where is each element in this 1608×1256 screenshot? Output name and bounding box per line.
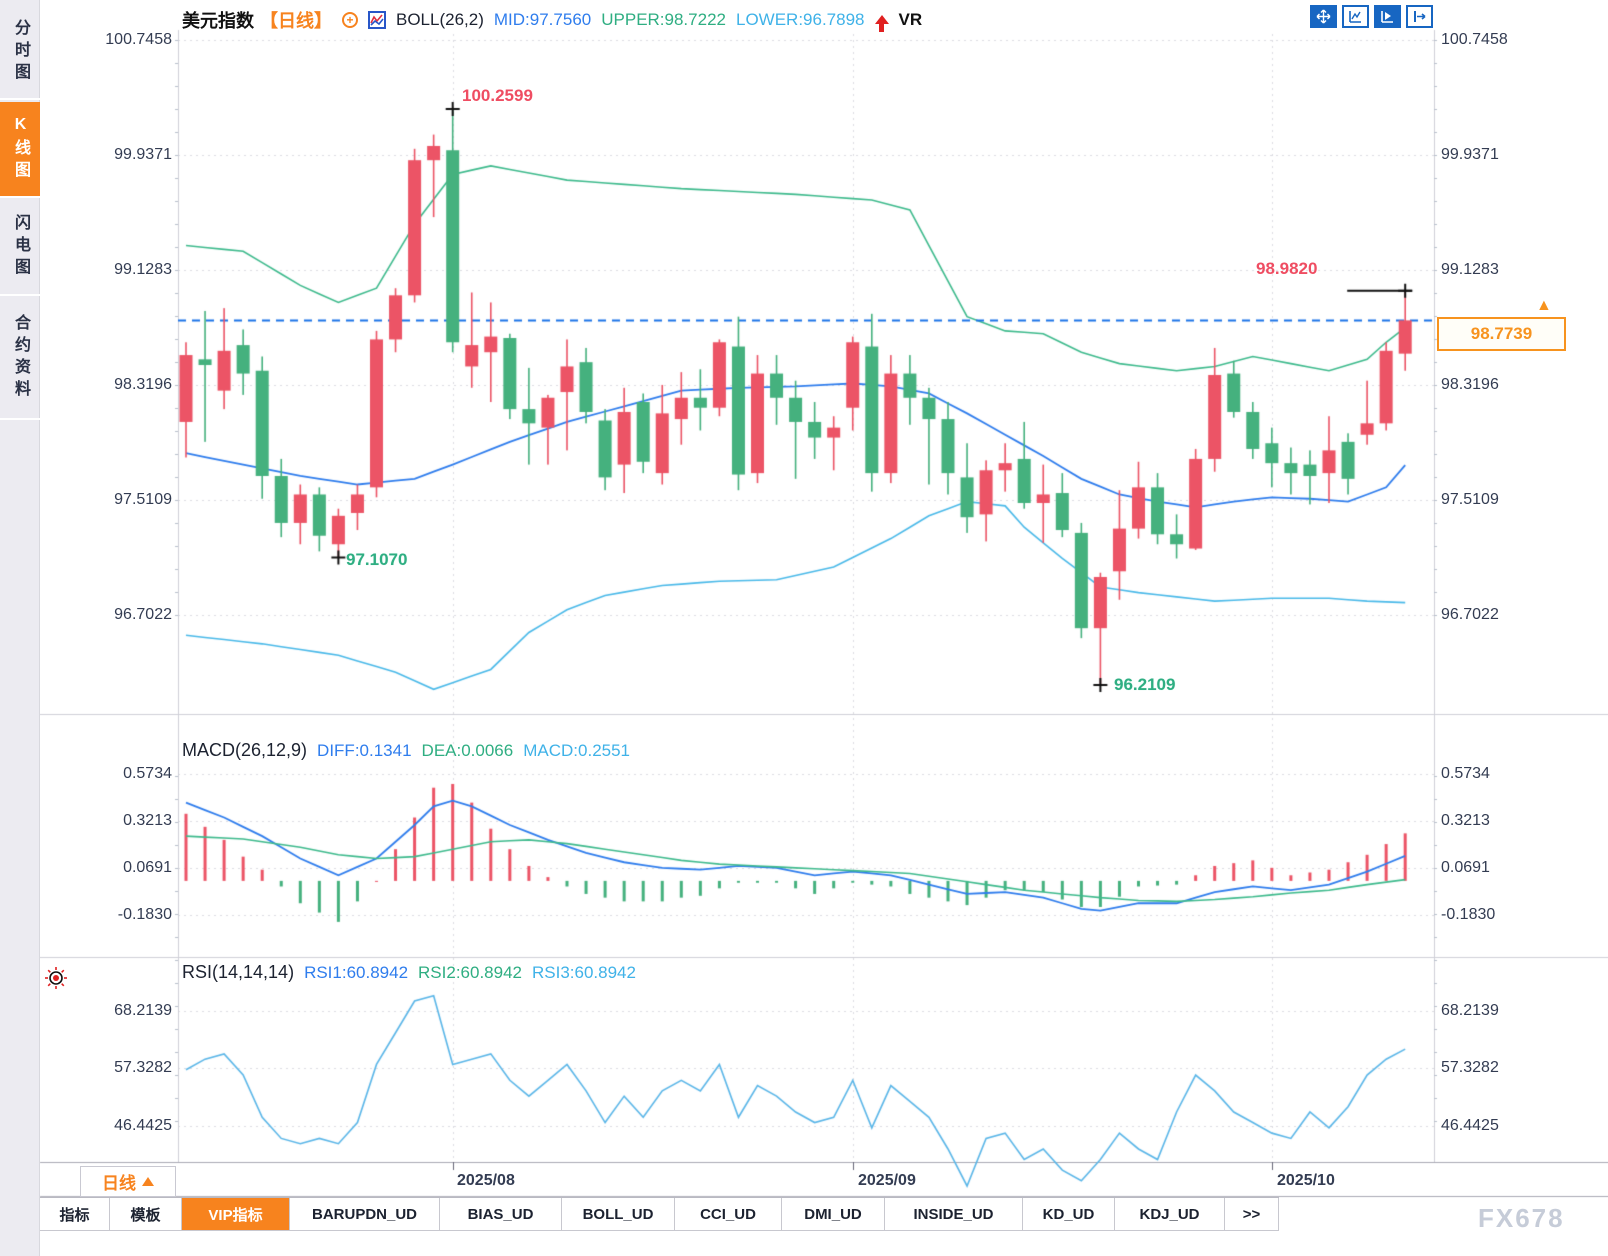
rsi2-value: RSI2:60.8942 [418, 962, 522, 982]
macd-dea-value: DEA:0.0066 [421, 740, 514, 760]
tab-templates[interactable]: 模板 [110, 1198, 182, 1231]
add-indicator-icon[interactable]: + [342, 12, 358, 28]
collapse-right-icon[interactable] [1406, 5, 1433, 28]
rsi-title[interactable]: RSI(14,14,14) [182, 962, 295, 982]
tab-barupdn-ud[interactable]: BARUPDN_UD [290, 1198, 440, 1231]
price-axis-right: 99.1283 [1441, 261, 1499, 278]
alert-sun-icon[interactable] [44, 966, 68, 995]
indicator-tabbar: 指标 模板 VIP指标 BARUPDN_UD BIAS_UD BOLL_UD C… [40, 1197, 1279, 1231]
x-axis-date: 2025/09 [858, 1172, 916, 1189]
left-sidebar: 分时图 K线图 闪电图 合约资料 [0, 0, 40, 1256]
pan-tool-icon[interactable] [1310, 5, 1337, 28]
period-selector-label: 日线 [102, 1174, 136, 1193]
x-axis-date: 2025/10 [1277, 1172, 1335, 1189]
macd-title[interactable]: MACD(26,12,9) [182, 740, 308, 760]
price-axis-left: 99.1283 [114, 261, 172, 278]
price-axis-right: 100.7458 [1441, 31, 1508, 48]
period-label: 【日线】 [260, 11, 332, 31]
boll-upper-value: UPPER:98.7222 [601, 10, 726, 29]
current-price-tag: 98.7739 [1437, 317, 1566, 351]
indicator-name[interactable]: BOLL(26,2) [396, 10, 484, 29]
kline-chart-icon[interactable] [368, 11, 386, 29]
symbol-title: 美元指数 [182, 11, 254, 31]
macd-axis-right: 0.5734 [1441, 765, 1490, 782]
tab-vip-indicators[interactable]: VIP指标 [182, 1198, 290, 1231]
price-axis-right: 96.7022 [1441, 606, 1499, 623]
tab-bias-ud[interactable]: BIAS_UD [440, 1198, 562, 1231]
tab-kdj-ud[interactable]: KDJ_UD [1115, 1198, 1225, 1231]
sidebar-tab-flash[interactable]: 闪电图 [0, 200, 40, 296]
macd-axis-left: 0.3213 [123, 812, 172, 829]
price-axis-right: 97.5109 [1441, 491, 1499, 508]
rsi-axis-left: 68.2139 [114, 1002, 172, 1019]
boll-mid-value: MID:97.7560 [493, 10, 592, 29]
price-axis-left: 99.9371 [114, 146, 172, 163]
annotation-high: 100.2599 [462, 86, 533, 105]
macd-diff-value: DIFF:0.1341 [317, 740, 412, 760]
watermark: FX678 [1478, 1203, 1565, 1233]
rsi-axis-left: 57.3282 [114, 1059, 172, 1076]
macd-axis-right: 0.3213 [1441, 812, 1490, 829]
rsi-axis-right: 46.4425 [1441, 1117, 1499, 1134]
tab-indicators[interactable]: 指标 [40, 1198, 110, 1231]
macd-value: MACD:0.2551 [523, 740, 631, 760]
price-axis-left: 96.7022 [114, 606, 172, 623]
macd-axis-left: -0.1830 [117, 906, 172, 923]
chart-header: 美元指数 【日线】 + BOLL(26,2) MID:97.7560 UPPER… [182, 7, 922, 33]
multi-pane-icon[interactable] [1342, 5, 1369, 28]
annotation-low: 96.2109 [1114, 675, 1176, 694]
tab-inside-ud[interactable]: INSIDE_UD [885, 1198, 1023, 1231]
chart-toolbar [1310, 5, 1433, 28]
price-axis-left: 98.3196 [114, 376, 172, 393]
period-selector[interactable]: 日线 [80, 1166, 176, 1197]
annotation-recent-high: 98.9820 [1256, 259, 1318, 278]
annotation-low: 97.1070 [346, 550, 408, 569]
rsi3-value: RSI3:60.8942 [532, 962, 636, 982]
x-axis-date: 2025/08 [457, 1172, 515, 1189]
boll-lower-value: LOWER:96.7898 [735, 10, 865, 29]
price-up-arrow-icon: ▲ [1536, 297, 1552, 314]
rsi-axis-left: 46.4425 [114, 1117, 172, 1134]
rsi-header: RSI(14,14,14) RSI1:60.8942 RSI2:60.8942 … [182, 962, 636, 983]
pane-play-icon[interactable] [1374, 5, 1401, 28]
sidebar-tab-kline[interactable]: K线图 [0, 102, 40, 198]
rsi-axis-right: 68.2139 [1441, 1002, 1499, 1019]
tab-cci-ud[interactable]: CCI_UD [675, 1198, 782, 1231]
tab-kd-ud[interactable]: KD_UD [1023, 1198, 1115, 1231]
price-axis-right: 99.9371 [1441, 146, 1499, 163]
up-arrow-icon [874, 8, 889, 32]
price-axis-left: 100.7458 [105, 31, 172, 48]
vr-label[interactable]: VR [898, 10, 923, 29]
sidebar-tab-contract-info[interactable]: 合约资料 [0, 298, 40, 420]
rsi-axis-right: 57.3282 [1441, 1059, 1499, 1076]
tab-more[interactable]: >> [1225, 1198, 1279, 1231]
macd-axis-left: 0.5734 [123, 765, 172, 782]
rsi1-value: RSI1:60.8942 [304, 962, 409, 982]
macd-axis-left: 0.0691 [123, 859, 172, 876]
triangle-up-icon [142, 1171, 154, 1186]
macd-header: MACD(26,12,9) DIFF:0.1341 DEA:0.0066 MAC… [182, 740, 630, 761]
price-axis-left: 97.5109 [114, 491, 172, 508]
macd-axis-right: 0.0691 [1441, 859, 1490, 876]
price-axis-right: 98.3196 [1441, 376, 1499, 393]
sidebar-tab-timeline[interactable]: 分时图 [0, 6, 40, 100]
tab-dmi-ud[interactable]: DMI_UD [782, 1198, 885, 1231]
macd-axis-right: -0.1830 [1441, 906, 1496, 923]
tab-boll-ud[interactable]: BOLL_UD [562, 1198, 675, 1231]
